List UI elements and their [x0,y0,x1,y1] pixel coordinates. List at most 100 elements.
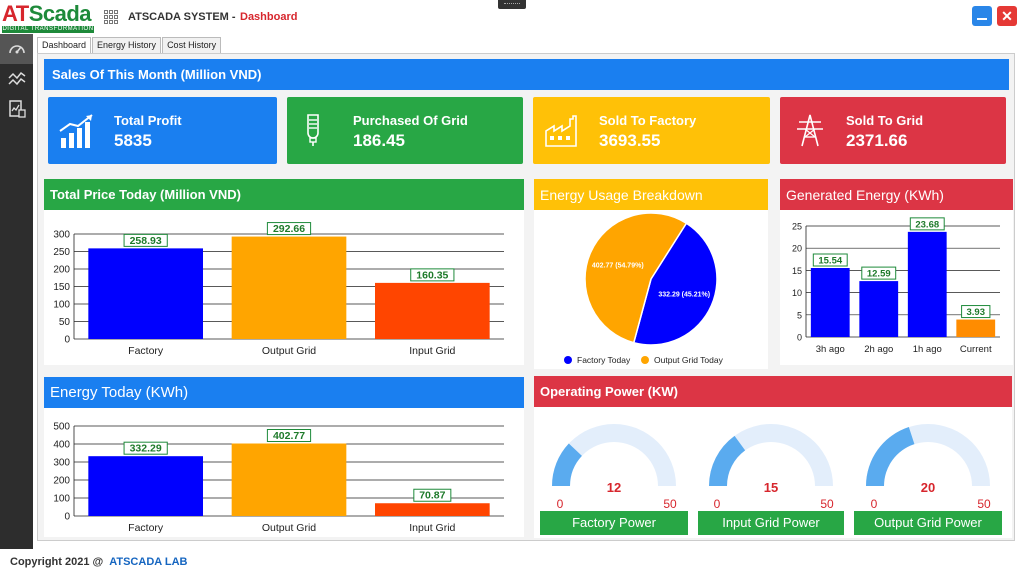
data-label-box [266,429,312,443]
slice-label: 402.77 (54.79%) [592,262,644,269]
card-total-profit: Total Profit 5835 [48,97,277,164]
bar-2 [907,231,947,337]
price-today-header: Total Price Today (Million VND) [44,179,524,210]
x-tick-label: Input Grid [409,345,455,357]
bar-2 [375,503,490,516]
gauge-fill [552,443,582,486]
energy-today-header: Energy Today (KWh) [44,377,524,408]
gauge-min: 0 [871,497,878,510]
apps-grid-icon[interactable] [104,10,118,24]
gauge-min: 0 [714,497,721,510]
bar-2 [375,282,490,339]
y-tick-label: 100 [53,494,70,505]
card-value: 5835 [114,131,152,150]
tab-cost-history[interactable]: Cost History [162,37,222,53]
gauge-value: 12 [607,480,621,495]
bar-1 [231,443,347,516]
data-label-box [812,253,848,267]
x-tick-label: Factory [128,522,164,534]
data-label: 332.29 [130,443,162,455]
generated-energy-title: Generated Energy (KWh) [786,186,944,203]
usage-breakdown-title: Energy Usage Breakdown [540,186,703,203]
gauge-value: 20 [921,480,935,495]
generated-energy-panel: Generated Energy (KWh) 0 5 10 15 20 25 15.54 3h… [780,179,1013,365]
input-grid-power-label: Input Grid Power [698,511,844,535]
sidebar-item-dashboard[interactable] [0,34,33,64]
y-tick-label: 5 [797,310,802,320]
price-today-title: Total Price Today (Million VND) [50,187,241,202]
generated-energy-header: Generated Energy (KWh) [780,179,1013,210]
drag-handle[interactable] [498,0,526,9]
y-tick-label: 200 [53,476,70,487]
x-tick-label: 1h ago [913,344,942,355]
tab-energy-history[interactable]: Energy History [92,37,162,53]
usage-breakdown-chart: 332.29 (45.21%) 402.77 (54.79%) Factory To… [564,212,724,365]
bar-1 [859,281,899,337]
energy-today-title: Energy Today (KWh) [50,384,189,401]
footer: Copyright 2021 @ ATSCADA LAB [10,556,187,568]
data-label: 15.54 [818,256,842,267]
minimize-icon [977,18,987,20]
legend-label: Output Grid Today [654,355,724,365]
report-icon [8,100,26,118]
x-tick-label: 2h ago [864,344,893,355]
gauge-max: 50 [977,497,991,510]
dashboard-main: Sales Of This Month (Million VND) Total … [37,53,1015,541]
sidebar-item-trend[interactable] [0,64,33,94]
price-today-chart: 0 50 100 150 200 250 300 258.93 Factory 292.66 Out… [53,222,504,357]
tab-dashboard[interactable]: Dashboard [37,37,92,53]
bar-3 [956,319,996,337]
data-label: 292.66 [273,223,305,235]
minimize-button[interactable] [972,6,992,26]
output-grid-power-label: Output Grid Power [854,511,1002,535]
sidebar [0,34,33,549]
data-label-box [123,233,168,247]
bar-1 [231,236,347,339]
data-label: 23.68 [915,219,939,230]
title-bar: ATScada DIGITAL TRANSFORMATION ATSCADA S… [0,0,1024,34]
power-tower-icon [797,114,823,147]
y-tick-label: 0 [64,512,70,523]
page-title: Dashboard [240,11,298,23]
factory-icon [545,115,577,147]
legend-marker [641,356,649,364]
card-value: 3693.55 [599,131,661,150]
x-tick-label: Current [960,344,992,355]
trend-line-icon [7,71,25,86]
y-tick-label: 0 [64,335,70,346]
gauge-track [709,424,833,486]
operating-power-title: Operating Power (KW) [540,384,678,399]
close-button[interactable]: ✕ [997,6,1017,26]
legend-label: Factory Today [577,355,631,365]
operating-power-panel: Operating Power (KW) 12 0 50 15 0 50 20 0 50 Fac… [534,376,1012,538]
pie-slice-0 [632,222,718,346]
speedometer-icon [8,45,25,54]
pie-slice-1 [584,212,688,344]
atscada-logo: ATScada DIGITAL TRANSFORMATION [2,1,94,33]
y-tick-label: 25 [792,222,802,232]
data-label-box [861,266,897,280]
power-gauges: 12 0 50 15 0 50 20 0 50 [552,424,991,510]
data-label-box [413,488,452,502]
bulb-icon [307,114,319,146]
sidebar-item-report[interactable] [0,94,33,124]
y-tick-label: 300 [53,458,70,469]
card-label: Sold To Grid [846,113,924,128]
operating-power-header: Operating Power (KW) [534,376,1012,407]
gauge-min: 0 [557,497,564,510]
logo-text-at: AT [2,1,29,26]
usage-breakdown-panel: Energy Usage Breakdown 332.29 (45.21%) 40… [534,179,768,369]
card-value: 186.45 [353,131,405,150]
gauge-value: 15 [764,480,778,495]
card-label: Sold To Factory [599,113,697,128]
system-title: ATSCADA SYSTEM - [128,11,236,23]
price-today-panel: Total Price Today (Million VND) 0 50 100 15… [44,179,524,365]
usage-breakdown-header: Energy Usage Breakdown [534,179,768,210]
chart-growth-icon [59,114,93,148]
bar-0 [88,456,203,516]
gauge-fill [866,427,915,486]
logo-subtitle: DIGITAL TRANSFORMATION [2,26,94,33]
legend-marker [564,356,572,364]
y-tick-label: 0 [797,333,802,343]
lab-link[interactable]: ATSCADA LAB [109,556,188,568]
